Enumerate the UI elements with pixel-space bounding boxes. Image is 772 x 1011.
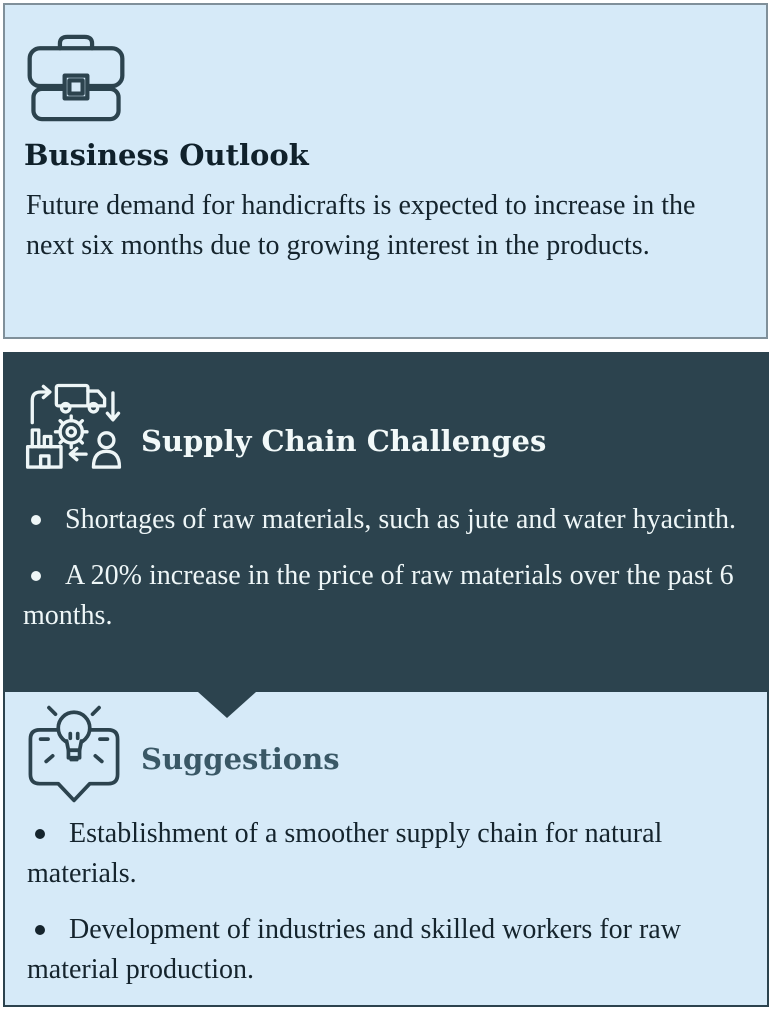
bullet-dot <box>35 828 45 839</box>
business-outlook-title: Business Outlook <box>24 138 309 172</box>
bullet-text: Development of industries and skilled wo… <box>27 914 681 985</box>
suggestions-bullets: Establishment of a smoother supply chain… <box>23 814 739 990</box>
bullet-dot <box>35 924 45 935</box>
bullet-item: Shortages of raw materials, such as jute… <box>23 500 737 540</box>
business-outlook-card: Business Outlook Future demand for handi… <box>3 3 768 339</box>
supply-chain-header: Supply Chain Challenges <box>23 378 741 482</box>
suggestions-card: Suggestions Establishment of a smoother … <box>3 692 769 1007</box>
supply-chain-bullets: Shortages of raw materials, such as jute… <box>23 500 741 636</box>
suggestions-title: Suggestions <box>141 742 340 777</box>
bullet-dot <box>31 514 41 525</box>
bullet-text: Establishment of a smoother supply chain… <box>27 818 663 889</box>
suggestions-header: Suggestions <box>23 702 739 806</box>
supply-chain-title: Supply Chain Challenges <box>141 424 547 459</box>
bullet-text: Shortages of raw materials, such as jute… <box>65 504 737 535</box>
business-outlook-body: Future demand for handicrafts is expecte… <box>26 190 696 262</box>
supply-chain-card: Supply Chain Challenges Shortages of raw… <box>3 352 769 692</box>
lightbulb-icon <box>23 702 125 806</box>
notch-pointer-icon <box>198 692 256 718</box>
supply-chain-icon <box>23 378 125 482</box>
bullet-item: A 20% increase in the price of raw mater… <box>23 556 737 636</box>
bullet-item: Establishment of a smoother supply chain… <box>27 814 741 894</box>
bullet-dot <box>31 570 41 581</box>
bullet-text: A 20% increase in the price of raw mater… <box>23 560 734 631</box>
bullet-item: Development of industries and skilled wo… <box>27 910 741 990</box>
briefcase-icon <box>24 31 128 125</box>
